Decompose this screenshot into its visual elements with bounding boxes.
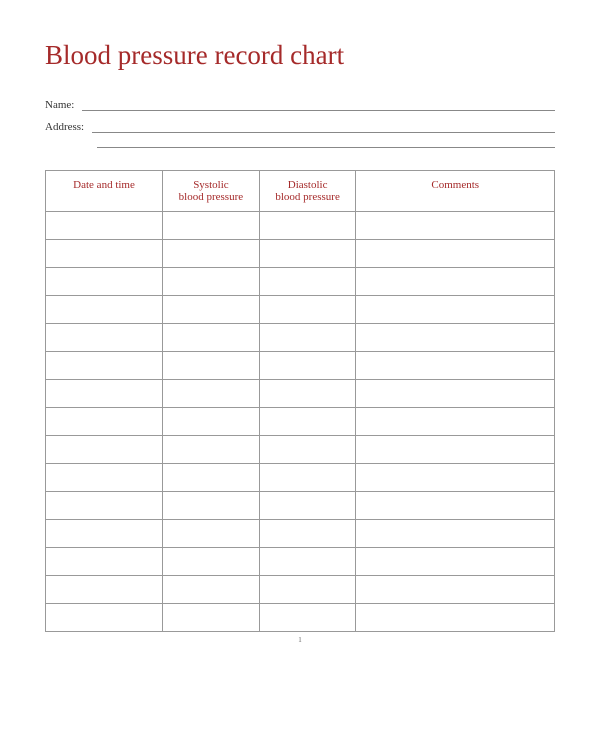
table-cell [356, 380, 555, 408]
table-row [46, 240, 555, 268]
table-cell [259, 492, 356, 520]
col-header-date: Date and time [46, 171, 163, 212]
table-cell [46, 604, 163, 632]
address-line [92, 132, 555, 133]
table-cell [46, 408, 163, 436]
table-cell [259, 604, 356, 632]
table-cell [163, 604, 260, 632]
table-cell [46, 212, 163, 240]
table-row [46, 408, 555, 436]
table-row [46, 212, 555, 240]
table-cell [163, 240, 260, 268]
table-cell [259, 464, 356, 492]
table-cell [259, 436, 356, 464]
table-cell [356, 212, 555, 240]
table-row [46, 352, 555, 380]
table-cell [46, 352, 163, 380]
table-cell [163, 464, 260, 492]
name-field-row: Name: [45, 99, 555, 111]
table-cell [356, 296, 555, 324]
table-cell [163, 520, 260, 548]
table-cell [163, 212, 260, 240]
table-cell [259, 212, 356, 240]
table-cell [163, 296, 260, 324]
table-cell [259, 380, 356, 408]
table-cell [356, 492, 555, 520]
table-cell [259, 548, 356, 576]
table-cell [46, 268, 163, 296]
table-cell [356, 548, 555, 576]
table-row [46, 324, 555, 352]
page-number: 1 [45, 636, 555, 644]
address-field-row: Address: [45, 121, 555, 133]
address-label: Address: [45, 121, 84, 133]
table-cell [163, 268, 260, 296]
table-cell [356, 352, 555, 380]
table-cell [46, 296, 163, 324]
table-cell [259, 324, 356, 352]
table-header-row: Date and time Systolicblood pressure Dia… [46, 171, 555, 212]
address-line-2 [97, 147, 555, 148]
name-label: Name: [45, 99, 74, 111]
col-header-comments: Comments [356, 171, 555, 212]
table-row [46, 380, 555, 408]
table-cell [46, 380, 163, 408]
table-row [46, 576, 555, 604]
table-cell [356, 604, 555, 632]
table-cell [356, 268, 555, 296]
table-cell [356, 520, 555, 548]
table-cell [259, 520, 356, 548]
table-cell [356, 240, 555, 268]
table-row [46, 436, 555, 464]
table-cell [259, 296, 356, 324]
table-cell [46, 492, 163, 520]
table-row [46, 492, 555, 520]
table-row [46, 520, 555, 548]
record-table: Date and time Systolicblood pressure Dia… [45, 170, 555, 632]
table-row [46, 604, 555, 632]
table-cell [356, 576, 555, 604]
table-cell [259, 352, 356, 380]
table-cell [259, 576, 356, 604]
table-cell [46, 464, 163, 492]
table-row [46, 548, 555, 576]
table-cell [46, 576, 163, 604]
table-row [46, 296, 555, 324]
table-cell [356, 464, 555, 492]
table-row [46, 268, 555, 296]
table-cell [46, 324, 163, 352]
col-header-systolic: Systolicblood pressure [163, 171, 260, 212]
col-header-diastolic: Diastolicblood pressure [259, 171, 356, 212]
table-cell [259, 268, 356, 296]
table-cell [163, 380, 260, 408]
table-cell [356, 436, 555, 464]
table-cell [163, 436, 260, 464]
table-row [46, 464, 555, 492]
table-cell [356, 408, 555, 436]
table-cell [259, 240, 356, 268]
table-cell [259, 408, 356, 436]
table-cell [163, 352, 260, 380]
table-cell [46, 240, 163, 268]
table-cell [163, 492, 260, 520]
table-cell [163, 548, 260, 576]
table-cell [163, 324, 260, 352]
table-cell [163, 576, 260, 604]
table-cell [46, 436, 163, 464]
table-cell [163, 408, 260, 436]
page-title: Blood pressure record chart [45, 40, 555, 71]
table-cell [46, 520, 163, 548]
table-cell [46, 548, 163, 576]
name-line [82, 110, 555, 111]
table-cell [356, 324, 555, 352]
table-body [46, 212, 555, 632]
